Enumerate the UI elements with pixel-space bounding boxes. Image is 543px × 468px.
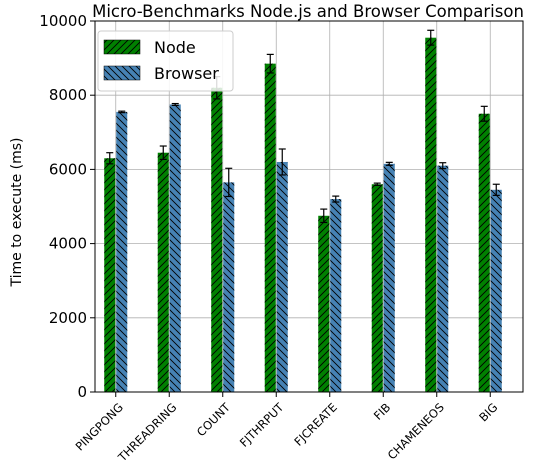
legend-label-browser: Browser	[154, 64, 219, 83]
y-tick-label: 0	[77, 383, 87, 401]
bar-hatch-node	[478, 113, 490, 392]
bar-hatch-node	[264, 63, 276, 392]
y-tick-label: 10000	[39, 12, 87, 30]
x-tick-label: CHAMENEOS	[385, 400, 447, 462]
y-tick-label: 6000	[49, 160, 87, 178]
bar-hatch-node	[104, 158, 116, 392]
bar-hatch-browser	[169, 104, 181, 392]
bar-hatch-browser	[116, 111, 128, 393]
x-tick-label: FJTHRPUT	[237, 400, 287, 450]
x-tick-label: BIG	[476, 400, 500, 424]
y-axis-label: Time to execute (ms)	[9, 137, 25, 287]
bar-hatch-node	[318, 215, 330, 392]
legend-swatch-browser-hatch	[104, 66, 140, 80]
plot-frame	[94, 20, 524, 393]
bar-hatch-browser	[276, 161, 288, 392]
chart-title: Micro-Benchmarks Node.js and Browser Com…	[92, 2, 524, 21]
y-tick-label: 8000	[49, 86, 87, 104]
legend: Node Browser	[97, 30, 234, 92]
legend-swatch-node-hatch	[104, 40, 140, 54]
legend-label-node: Node	[154, 38, 196, 57]
bars	[104, 37, 502, 393]
y-axis-ticks: 0 2000 4000 6000 8000 10000	[39, 12, 95, 401]
bar-hatch-browser	[490, 189, 502, 392]
bar-hatch-browser	[330, 199, 342, 392]
y-tick-label: 4000	[49, 235, 87, 253]
x-tick-label: COUNT	[194, 400, 234, 440]
y-tick-label: 2000	[49, 309, 87, 327]
bar-hatch-browser	[223, 182, 235, 392]
x-tick-label: PINGPONG	[73, 400, 126, 453]
bar-hatch-node	[157, 152, 169, 392]
bar-hatch-node	[425, 37, 437, 392]
bar-hatch-browser	[383, 163, 395, 392]
bar-hatch-node	[371, 184, 383, 392]
bar-hatch-node	[211, 87, 223, 392]
x-tick-label: FIB	[371, 400, 394, 423]
bar-hatch-browser	[437, 165, 449, 392]
x-tick-label: FJCREATE	[291, 400, 339, 448]
